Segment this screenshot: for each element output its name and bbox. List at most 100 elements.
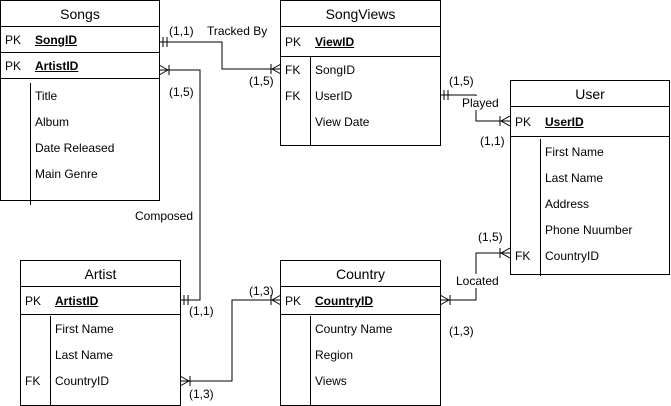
key-label <box>21 316 50 342</box>
attribute-name: ArtistID <box>35 59 79 73</box>
crows-foot-marker <box>271 63 282 75</box>
attribute-name: Phone Nuumber <box>545 223 633 237</box>
attribute-name: ViewID <box>315 35 355 49</box>
key-label <box>1 109 30 135</box>
country-entity: Country PK CountryID Country Name Region… <box>280 260 441 406</box>
entity-title: Songs <box>1 1 159 27</box>
attribute-name: Views <box>315 374 347 388</box>
attribute-name: CountryID <box>55 374 110 388</box>
relationship-label-composed: Composed <box>135 209 194 223</box>
attribute-row: Country Name <box>281 316 440 342</box>
attribute-row: FK SongID <box>281 57 440 83</box>
relationship-label-located: Located <box>456 274 499 288</box>
key-label <box>281 368 310 394</box>
cardinality-label: (1,3) <box>189 387 214 401</box>
key-label <box>281 109 310 135</box>
attribute-name: CountryID <box>315 294 373 308</box>
crows-foot-marker <box>179 375 190 387</box>
key-label <box>281 342 310 368</box>
attribute-row: View Date <box>281 109 440 135</box>
attribute-row: Views <box>281 368 440 394</box>
attribute-row: Address <box>511 191 669 217</box>
crows-foot-marker <box>158 64 169 76</box>
attribute-name: First Name <box>545 145 604 159</box>
key-label <box>511 217 540 243</box>
key-label: PK <box>515 115 532 129</box>
key-label <box>1 161 30 187</box>
attribute-name: SongID <box>35 33 77 47</box>
key-label <box>1 135 30 161</box>
entity-title: SongViews <box>281 1 440 27</box>
key-label: FK <box>25 374 41 388</box>
attribute-name: Last Name <box>55 348 114 362</box>
cardinality-label: (1,3) <box>449 324 474 338</box>
key-label <box>511 165 540 191</box>
cardinality-label: (1,5) <box>169 85 194 99</box>
key-label: PK <box>25 294 42 308</box>
relationship-label-tracked-by: Tracked By <box>207 24 268 38</box>
artist-entity: Artist PK ArtistID First Name Last Name … <box>20 260 181 406</box>
key-label: FK <box>515 249 531 263</box>
key-label: PK <box>285 35 302 49</box>
cardinality-label: (1,5) <box>449 74 474 88</box>
attribute-row: Title <box>1 83 159 109</box>
attribute-row: Last Name <box>511 165 669 191</box>
key-label: PK <box>285 294 302 308</box>
attribute-name: ArtistID <box>55 294 99 308</box>
attribute-row: Region <box>281 342 440 368</box>
attribute-name: Country Name <box>315 322 393 336</box>
connector-artist-country <box>180 299 281 382</box>
user-entity: User PK UserID First Name Last Name Addr… <box>510 80 670 276</box>
cardinality-label: (1,1) <box>169 24 194 38</box>
crows-foot-marker <box>271 294 282 306</box>
entity-title: Artist <box>21 261 180 287</box>
attribute-name: Album <box>35 115 70 129</box>
crows-foot-marker <box>439 294 450 306</box>
connector-composed <box>159 69 201 301</box>
attribute-row: Main Genre <box>1 161 159 187</box>
attribute-row: First Name <box>511 139 669 165</box>
attribute-name: Title <box>35 89 58 103</box>
key-label <box>281 316 310 342</box>
songviews-entity: SongViews PK ViewID FK SongID FK UserID … <box>280 0 441 146</box>
cardinality-label: (1,5) <box>478 230 503 244</box>
attribute-name: Date Released <box>35 141 115 155</box>
attribute-row: Last Name <box>21 342 180 368</box>
attribute-row: PK ArtistID <box>21 287 180 315</box>
entity-title: User <box>511 81 669 107</box>
attribute-name: Address <box>545 197 590 211</box>
attribute-name: First Name <box>55 322 114 336</box>
attribute-row: Phone Nuumber <box>511 217 669 243</box>
cardinality-label: (1,3) <box>249 284 274 298</box>
cardinality-label: (1,5) <box>249 74 274 88</box>
attribute-name: UserID <box>545 115 584 129</box>
key-label: PK <box>5 33 22 47</box>
attribute-row: FK CountryID <box>21 368 180 394</box>
attribute-name: SongID <box>315 63 356 77</box>
attribute-row: PK UserID <box>511 107 669 137</box>
attribute-row: PK SongID <box>1 27 159 53</box>
attribute-row: First Name <box>21 316 180 342</box>
attribute-row: Date Released <box>1 135 159 161</box>
attribute-row: PK ArtistID <box>1 53 159 79</box>
attribute-name: Main Genre <box>35 167 98 181</box>
key-label: PK <box>5 59 22 73</box>
attribute-name: View Date <box>315 115 370 129</box>
attribute-row: Album <box>1 109 159 135</box>
attribute-name: Last Name <box>545 171 604 185</box>
cardinality-label: (1,1) <box>480 134 505 148</box>
attribute-name: Region <box>315 348 354 362</box>
entity-title: Country <box>281 261 440 287</box>
key-label: FK <box>285 63 301 77</box>
attribute-name: UserID <box>315 89 353 103</box>
attribute-row: FK UserID <box>281 83 440 109</box>
attribute-row: FK CountryID <box>511 243 669 269</box>
key-label <box>511 191 540 217</box>
songs-entity: Songs PK SongID PK ArtistID Title Album … <box>0 0 160 205</box>
connector-tracked-by <box>159 41 281 70</box>
relationship-label-played: Played <box>462 96 499 110</box>
attribute-row: PK CountryID <box>281 287 440 315</box>
cardinality-label: (1,1) <box>189 304 214 318</box>
key-label <box>21 342 50 368</box>
crows-foot-marker <box>500 247 511 259</box>
